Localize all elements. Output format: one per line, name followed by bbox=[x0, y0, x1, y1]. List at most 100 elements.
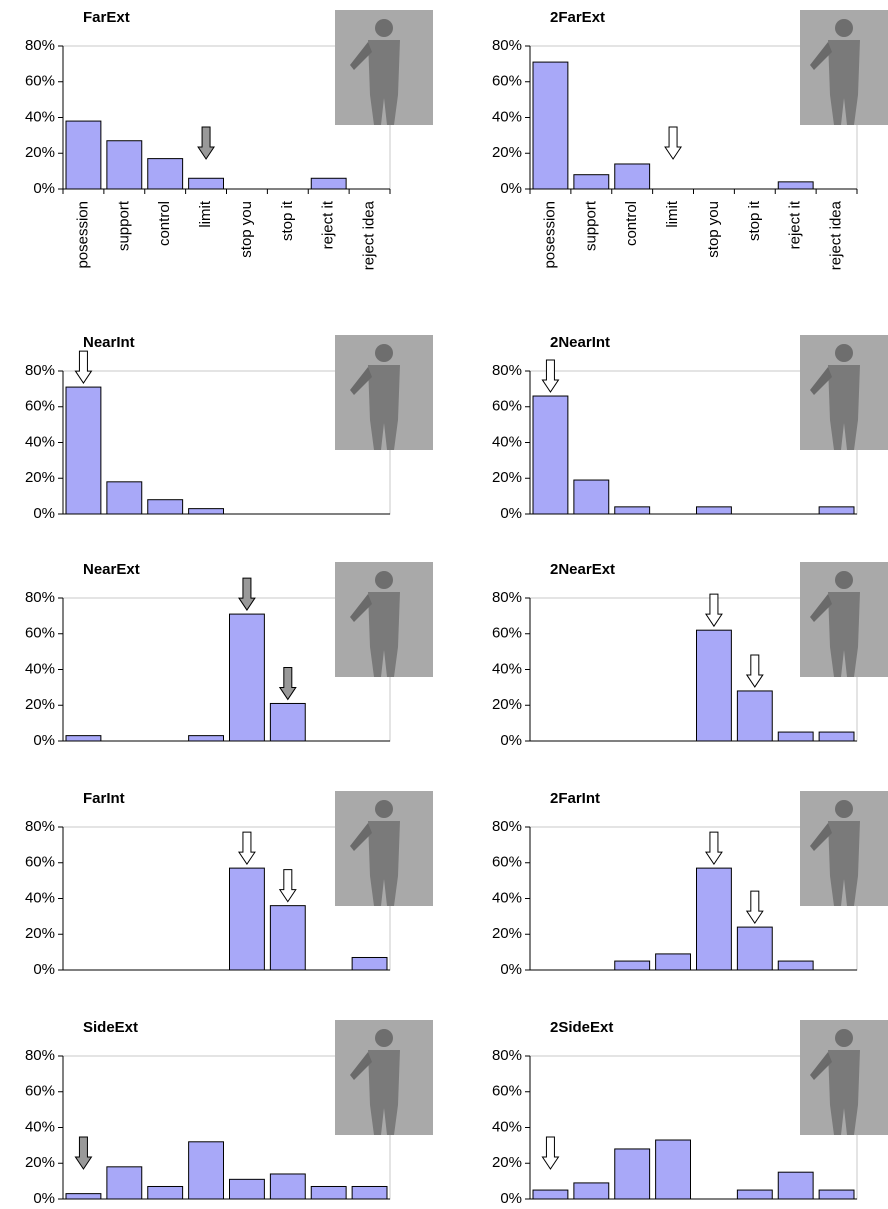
bar bbox=[65, 1193, 102, 1200]
x-tick-label: limit bbox=[197, 200, 214, 227]
bar-chart: FarExt 0% 20% 40% 60% 80% posession support cont… bbox=[25, 9, 433, 270]
x-tick-label: reject it bbox=[320, 200, 337, 249]
bar bbox=[777, 1171, 814, 1200]
arrow bbox=[278, 869, 297, 903]
y-tick-label: 20% bbox=[25, 1154, 55, 1171]
figure-arm bbox=[810, 594, 832, 622]
y-tick-label: 80% bbox=[25, 362, 55, 379]
figure-arm bbox=[810, 42, 832, 70]
y-tick-label: 0% bbox=[500, 505, 522, 522]
x-tick-label: control bbox=[156, 201, 173, 246]
y-tick-label: 0% bbox=[500, 732, 522, 749]
bar bbox=[188, 177, 224, 190]
y-tick-label: 0% bbox=[500, 1190, 522, 1207]
arrow bbox=[197, 126, 215, 160]
y-tick-label: 0% bbox=[33, 1190, 55, 1207]
arrow bbox=[541, 359, 560, 393]
y-tick-label: 80% bbox=[25, 1047, 55, 1064]
figure-body bbox=[368, 592, 400, 677]
x-tick-label: reject it bbox=[787, 200, 804, 249]
figure-arm bbox=[350, 594, 372, 622]
bar bbox=[106, 1166, 143, 1200]
y-tick-label: 20% bbox=[492, 469, 522, 486]
bar bbox=[65, 386, 102, 515]
y-tick-label: 20% bbox=[492, 696, 522, 713]
y-tick-label: 0% bbox=[500, 961, 522, 978]
figure-head bbox=[835, 344, 853, 362]
bar bbox=[573, 479, 610, 515]
bar bbox=[532, 395, 569, 515]
bar bbox=[147, 158, 184, 190]
figure-arm bbox=[350, 367, 372, 395]
bar bbox=[614, 506, 651, 515]
chart-title: 2SideExt bbox=[550, 1019, 613, 1036]
figure-body bbox=[368, 40, 400, 125]
bar-chart: SideExt 0% 20% 40% 60% 80% bbox=[25, 1019, 433, 1207]
chart-title: 2NearInt bbox=[550, 334, 610, 351]
arrow bbox=[278, 666, 297, 701]
bar bbox=[188, 735, 224, 742]
y-tick-label: 20% bbox=[492, 144, 522, 161]
y-tick-label: 80% bbox=[25, 818, 55, 835]
arrow bbox=[238, 577, 256, 611]
bar bbox=[532, 1189, 569, 1200]
figure-head bbox=[375, 571, 393, 589]
bar bbox=[573, 174, 610, 190]
arrow bbox=[238, 831, 256, 866]
y-tick-label: 60% bbox=[25, 625, 55, 642]
arrow bbox=[74, 1136, 93, 1170]
y-tick-label: 20% bbox=[25, 925, 55, 942]
y-tick-label: 60% bbox=[25, 398, 55, 415]
y-tick-label: 20% bbox=[25, 144, 55, 161]
figure-head bbox=[375, 800, 393, 818]
bar bbox=[614, 960, 651, 971]
y-tick-label: 60% bbox=[492, 73, 522, 90]
y-tick-label: 60% bbox=[25, 73, 55, 90]
y-tick-label: 40% bbox=[492, 433, 522, 450]
bar bbox=[269, 702, 306, 742]
figure-head bbox=[835, 800, 853, 818]
bar bbox=[188, 1141, 224, 1200]
y-tick-label: 20% bbox=[25, 696, 55, 713]
bar bbox=[696, 629, 732, 742]
chart-title: 2NearExt bbox=[550, 561, 615, 578]
y-tick-label: 60% bbox=[492, 854, 522, 871]
bar-chart: 2SideExt 0% 20% 40% 60% 80% bbox=[492, 1019, 888, 1207]
bar bbox=[310, 177, 347, 190]
figure-body bbox=[828, 40, 860, 125]
bar bbox=[269, 1173, 306, 1200]
y-tick-label: 80% bbox=[25, 589, 55, 606]
bar bbox=[736, 1189, 773, 1200]
bar bbox=[696, 867, 732, 971]
x-tick-label: stop you bbox=[705, 201, 722, 258]
figure-body bbox=[368, 1050, 400, 1135]
x-tick-label: posession bbox=[74, 201, 91, 269]
figure-body bbox=[828, 592, 860, 677]
y-tick-label: 40% bbox=[25, 1118, 55, 1135]
y-tick-label: 60% bbox=[25, 1083, 55, 1100]
bar bbox=[777, 731, 814, 742]
bar bbox=[655, 1139, 691, 1200]
bar bbox=[269, 905, 306, 971]
x-tick-label: posession bbox=[541, 201, 558, 269]
y-tick-label: 0% bbox=[500, 180, 522, 197]
bar-chart: 2NearInt 0% 20% 40% 60% 80% bbox=[492, 334, 888, 522]
y-tick-label: 80% bbox=[25, 37, 55, 54]
y-tick-label: 20% bbox=[25, 469, 55, 486]
figure-head bbox=[835, 19, 853, 37]
arrow bbox=[745, 890, 764, 925]
bar-chart: NearInt 0% 20% 40% 60% 80% bbox=[25, 334, 433, 522]
figure-arm bbox=[810, 367, 832, 395]
bar bbox=[351, 956, 388, 971]
bar bbox=[696, 506, 732, 515]
bar bbox=[573, 1182, 610, 1200]
figure-body bbox=[368, 821, 400, 906]
y-tick-label: 20% bbox=[492, 925, 522, 942]
figure-head bbox=[835, 571, 853, 589]
figure-head bbox=[375, 1029, 393, 1047]
bar bbox=[614, 163, 651, 190]
bar bbox=[229, 613, 265, 742]
y-tick-label: 40% bbox=[492, 660, 522, 677]
chart-title: NearExt bbox=[83, 561, 140, 578]
